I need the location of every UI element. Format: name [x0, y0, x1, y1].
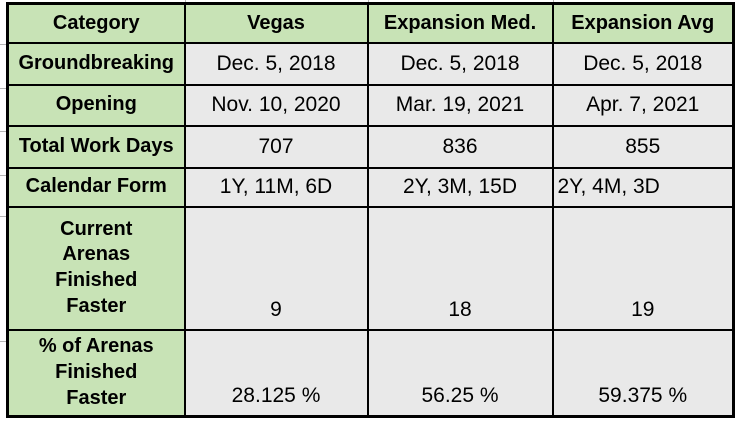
data-cell: Apr. 7, 2021: [551, 83, 735, 127]
header-cell-category: Category: [6, 2, 186, 44]
table-row-percent-arenas-finished-faster: % of Arenas Finished Faster 28.125 % 56.…: [6, 328, 735, 418]
header-cell-expansion-avg: Expansion Avg: [551, 2, 735, 44]
header-cell-vegas: Vegas: [183, 2, 369, 44]
data-cell: Mar. 19, 2021: [366, 83, 554, 127]
row-label-cell: Groundbreaking: [6, 41, 186, 86]
data-cell: 2Y, 4M, 3D: [551, 166, 735, 208]
data-cell: 56.25 %: [366, 328, 554, 418]
gridline-stub: [553, 0, 554, 3]
data-cell: 707: [183, 124, 369, 169]
gridline-stub: [0, 341, 8, 342]
row-label-cell: Total Work Days: [6, 124, 186, 169]
row-label-cell: % of Arenas Finished Faster: [6, 328, 186, 418]
data-cell: Nov. 10, 2020: [183, 83, 369, 127]
gridline-stub: [0, 44, 8, 45]
header-cell-expansion-med: Expansion Med.: [366, 2, 554, 44]
data-cell: 2Y, 3M, 15D: [366, 166, 554, 208]
gridline-stub: [0, 175, 8, 176]
header-row: Category Vegas Expansion Med. Expansion …: [6, 2, 735, 44]
table-row-total-work-days: Total Work Days 707 836 855: [6, 124, 735, 169]
table-row-current-arenas-finished-faster: Current Arenas Finished Faster 9 18 19: [6, 205, 735, 331]
data-cell: 855: [551, 124, 735, 169]
data-cell: Dec. 5, 2018: [366, 41, 554, 86]
gridline-stub: [368, 0, 369, 3]
arena-comparison-table: Category Vegas Expansion Med. Expansion …: [6, 2, 735, 418]
data-cell: 836: [366, 124, 554, 169]
gridline-stub: [0, 131, 8, 132]
data-cell: 18: [366, 205, 554, 331]
table-row-groundbreaking: Groundbreaking Dec. 5, 2018 Dec. 5, 2018…: [6, 41, 735, 86]
data-cell: Dec. 5, 2018: [551, 41, 735, 86]
gridline-stub: [0, 88, 8, 89]
data-cell: 1Y, 11M, 6D: [183, 166, 369, 208]
gridline-stub: [0, 216, 8, 217]
data-cell: 9: [183, 205, 369, 331]
data-cell: Dec. 5, 2018: [183, 41, 369, 86]
row-label-cell: Opening: [6, 83, 186, 127]
data-cell: 19: [551, 205, 735, 331]
row-label-cell: Calendar Form: [6, 166, 186, 208]
gridline-stub: [185, 0, 186, 3]
table-row-opening: Opening Nov. 10, 2020 Mar. 19, 2021 Apr.…: [6, 83, 735, 127]
data-cell: 59.375 %: [551, 328, 735, 418]
data-cell: 28.125 %: [183, 328, 369, 418]
table-row-calendar-form: Calendar Form 1Y, 11M, 6D 2Y, 3M, 15D 2Y…: [6, 166, 735, 208]
row-label-cell: Current Arenas Finished Faster: [6, 205, 186, 331]
